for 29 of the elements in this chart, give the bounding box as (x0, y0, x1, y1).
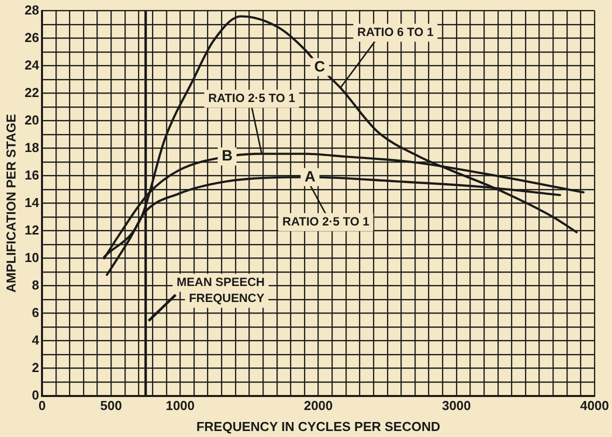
x-axis-title: FREQUENCY IN CYCLES PER SECOND (196, 418, 440, 434)
annotation: RATIO 6 TO 1 (357, 25, 434, 40)
x-tick-label: 4000 (580, 398, 609, 414)
y-tick-label: 10 (24, 250, 40, 265)
y-tick-label: 24 (24, 57, 40, 72)
x-tick-label: 3000 (442, 398, 471, 414)
y-tick-label: 8 (32, 277, 40, 292)
y-tick-label: 26 (24, 30, 40, 45)
y-tick-label: 0 (32, 387, 40, 402)
y-axis-title: AMPLIFICATION PER STAGE (3, 114, 18, 293)
ref-line-label: MEAN SPEECH FREQUENCY (176, 275, 265, 306)
series-label: A (304, 168, 316, 186)
y-tick-label: 4 (32, 332, 40, 348)
x-tick-label: 500 (100, 398, 122, 414)
y-tick-label: 28 (24, 2, 40, 18)
x-tick-label: 1000 (166, 398, 195, 414)
y-tick-label: 12 (24, 222, 40, 238)
y-tick-label: 14 (24, 194, 40, 210)
y-tick-label: 6 (32, 304, 40, 320)
series-label: B (222, 148, 233, 165)
annotation: RATIO 2·5 TO 1 (208, 91, 296, 106)
annotation: RATIO 2·5 TO 1 (282, 214, 370, 228)
y-tick-label: 22 (24, 84, 40, 100)
y-tick-label: 20 (24, 112, 40, 128)
y-tick-label: 16 (24, 167, 40, 182)
series-label: C (314, 58, 326, 76)
y-tick-label: 18 (24, 140, 40, 155)
y-tick-label: 2 (32, 360, 40, 375)
x-tick-label: 2000 (304, 398, 333, 414)
